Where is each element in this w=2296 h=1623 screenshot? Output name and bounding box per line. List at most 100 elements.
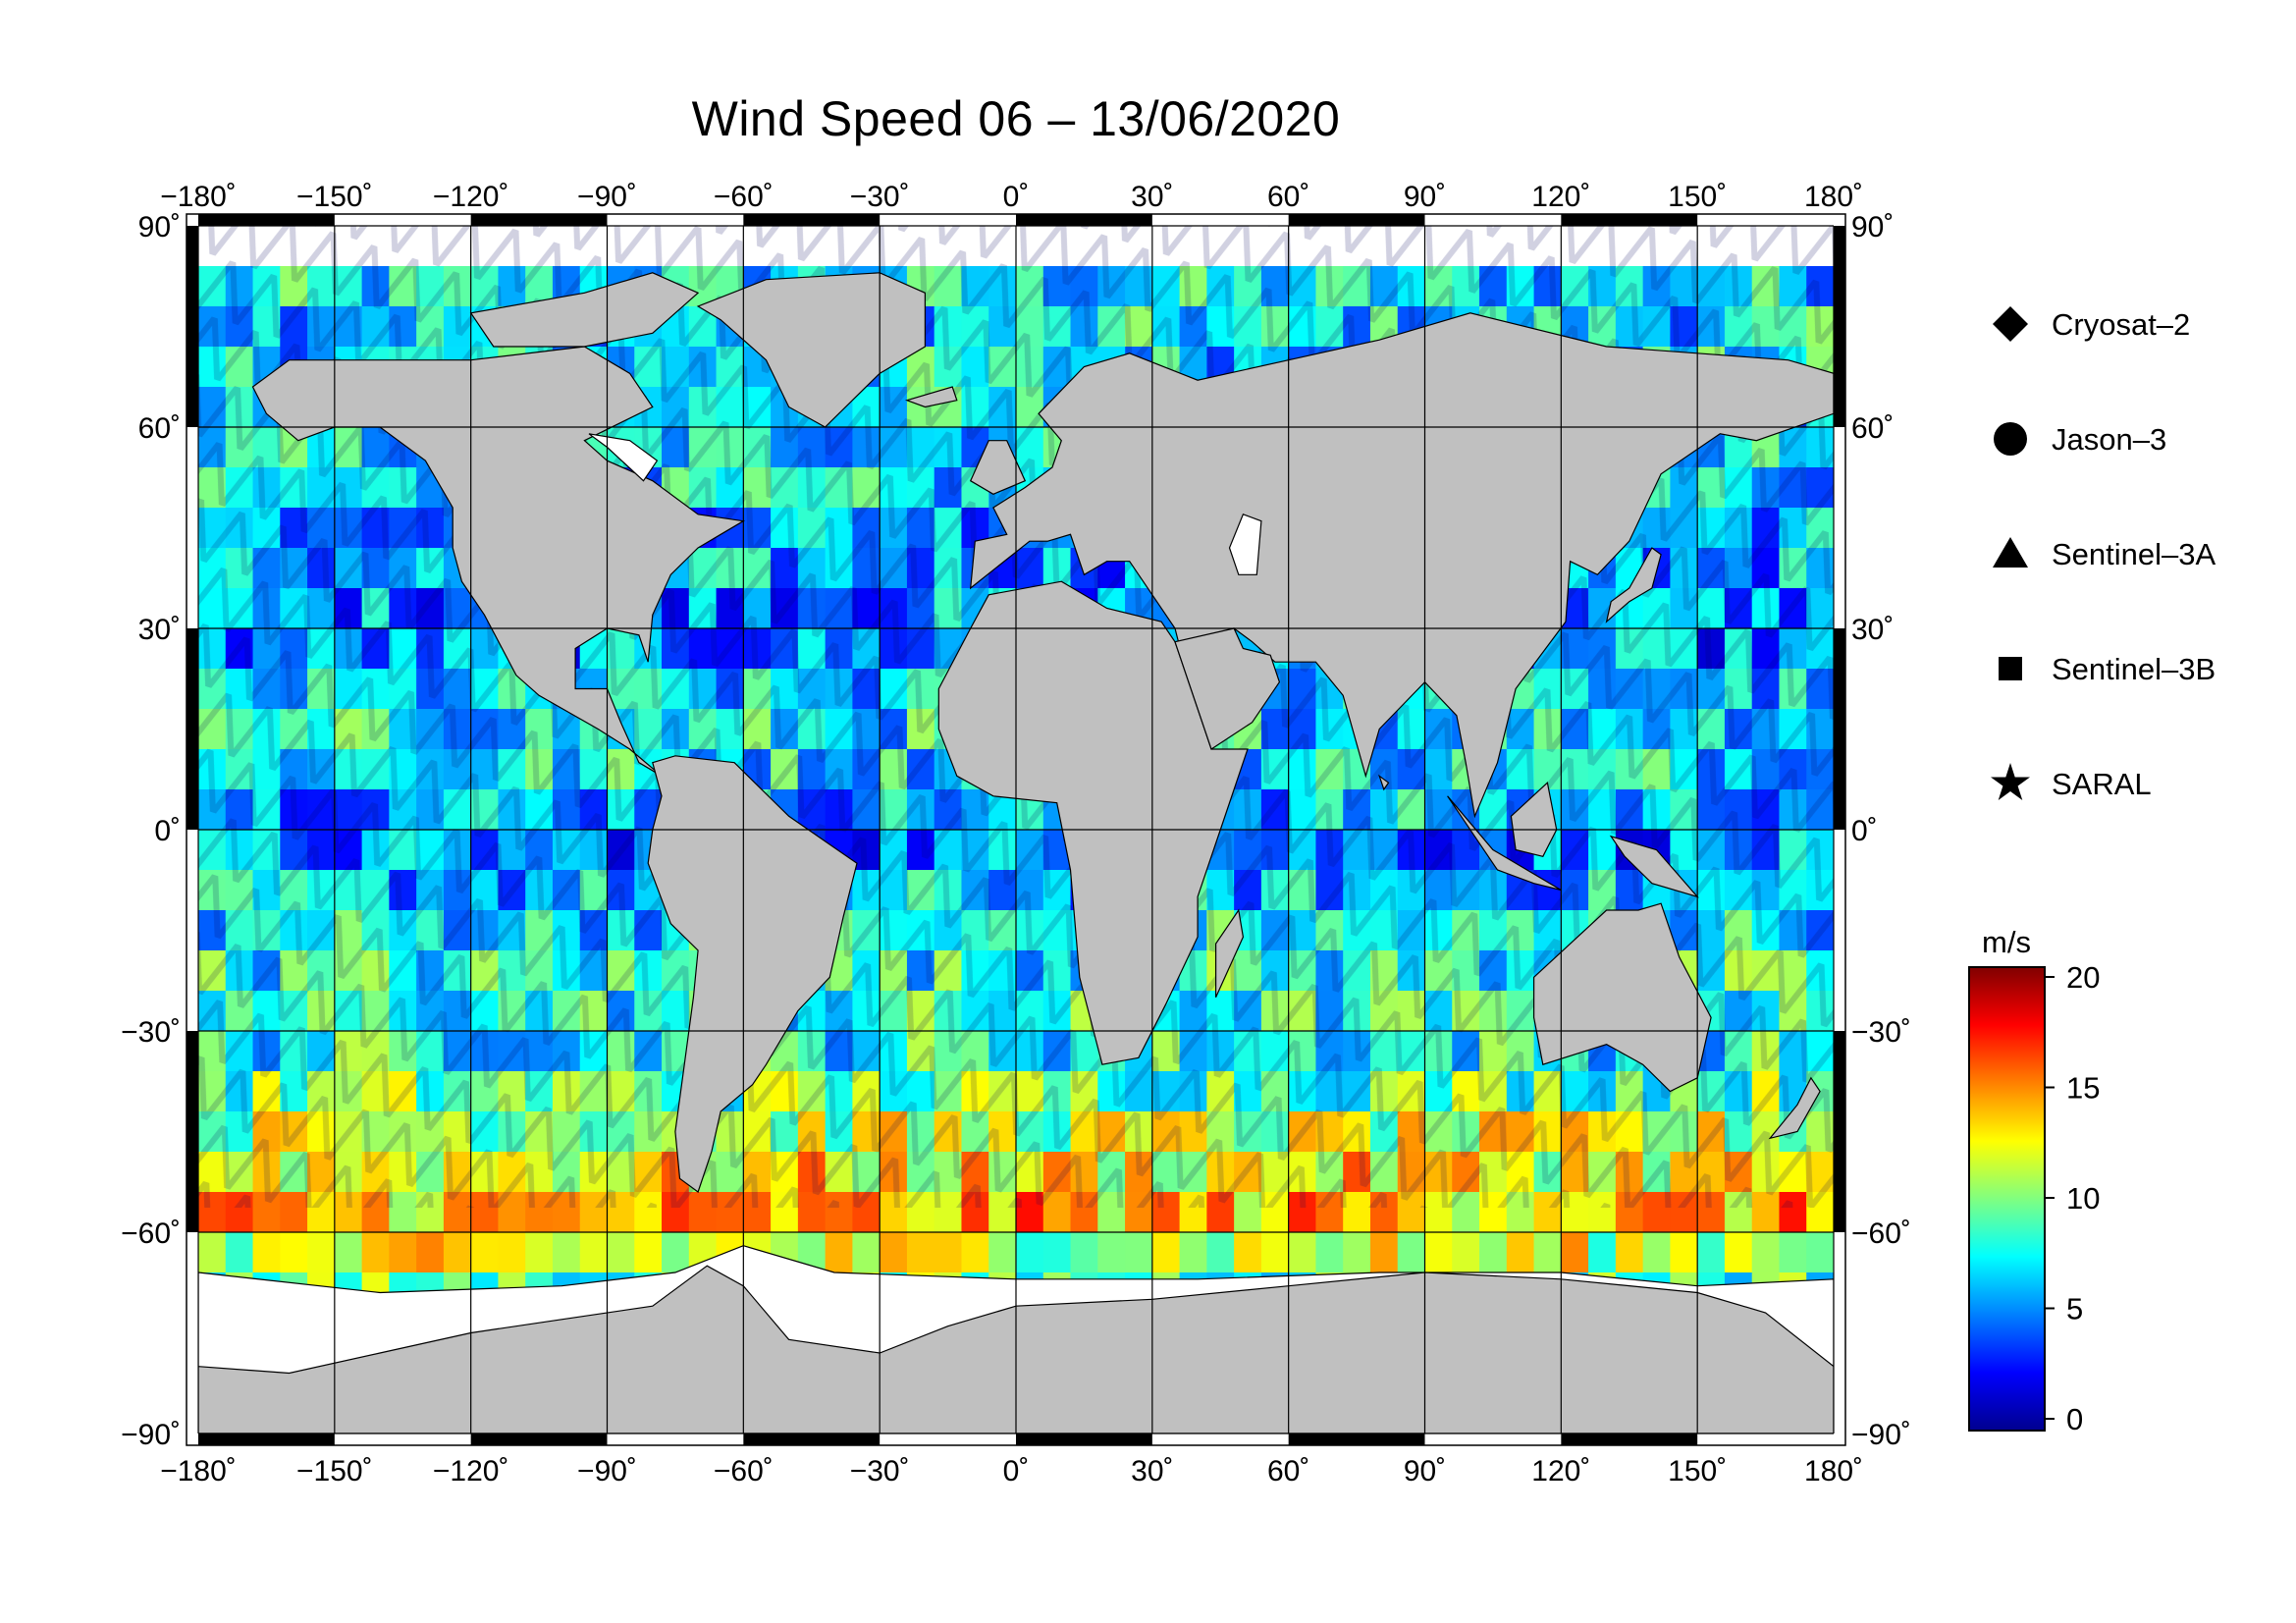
lon-tick-label-top: 60˚	[1267, 181, 1309, 213]
indonesia	[1447, 795, 1562, 892]
lat-tick-label-right: 90˚	[1851, 211, 1894, 243]
legend-label: Jason–3	[2052, 422, 2166, 457]
legend-label: Cryosat–2	[2052, 307, 2190, 342]
wind-cell	[307, 1232, 336, 1273]
wind-cell	[1697, 1232, 1726, 1273]
wind-cell	[906, 1232, 935, 1273]
lat-tick-label-left: −60˚	[121, 1217, 181, 1250]
map-frame	[186, 213, 1846, 1446]
wind-cell	[252, 1232, 282, 1273]
wind-cell	[1533, 1232, 1563, 1273]
legend-label: Sentinel–3B	[2052, 652, 2216, 686]
colorbar-tick-label: 5	[2066, 1292, 2083, 1326]
wind-cell	[1288, 1232, 1317, 1273]
diamond-marker-icon	[1993, 306, 2028, 342]
lat-tick-label-left: 60˚	[138, 412, 181, 445]
colorbar-tick-label: 0	[2066, 1402, 2083, 1436]
lon-tick-label-bottom: 60˚	[1267, 1455, 1309, 1488]
borneo	[1510, 782, 1558, 857]
wind-cell	[1779, 1232, 1808, 1273]
wind-cell	[280, 1232, 309, 1273]
frame-bar-bottom	[1288, 1434, 1425, 1445]
wind-cell	[634, 1232, 664, 1273]
lon-tick-label-top: −120˚	[433, 181, 509, 213]
lon-tick-label-top: 180˚	[1804, 181, 1863, 213]
lon-tick-label-bottom: −120˚	[433, 1455, 509, 1488]
wind-cell	[1424, 1232, 1454, 1273]
lat-tick-label-left: −30˚	[121, 1016, 181, 1049]
wind-cell	[1369, 1232, 1399, 1273]
wind-cell	[198, 1232, 227, 1273]
wind-cell	[1070, 1232, 1099, 1273]
star-marker-icon	[1991, 763, 2030, 800]
axis-ticks: −180˚ −180˚ −150˚ −150˚ −120˚ −120˚ −90˚ −90˚ −6…	[121, 181, 1911, 1488]
eurasia	[969, 312, 1834, 819]
map-title: Wind Speed 06 – 13/06/2020	[691, 91, 1341, 146]
triangle-marker-icon	[1993, 537, 2028, 568]
colorbar-tick-label: 10	[2066, 1181, 2100, 1216]
wind-cell	[443, 1232, 472, 1273]
lat-tick-label-right: −90˚	[1851, 1419, 1911, 1451]
wind-cell	[1042, 1232, 1072, 1273]
frame-bar-left	[187, 226, 198, 427]
wind-cell	[825, 1232, 854, 1273]
lon-tick-label-top: 0˚	[1003, 181, 1030, 213]
wind-cell	[361, 1232, 391, 1273]
wind-cell	[1479, 1232, 1508, 1273]
wind-cell	[1234, 1232, 1262, 1273]
frame-bar-right	[1834, 628, 1845, 830]
wind-cell	[1670, 1232, 1699, 1273]
frame-bar-right	[1834, 1031, 1845, 1232]
south-america	[647, 755, 858, 1193]
colorbar-unit: m/s	[1982, 925, 2031, 959]
lon-tick-label-top: 30˚	[1131, 181, 1173, 213]
wind-cell	[1179, 1232, 1208, 1273]
colorbar-tick-label: 15	[2066, 1071, 2100, 1106]
wind-cell	[552, 1232, 581, 1273]
frame-bar-top	[470, 214, 608, 226]
japan	[1605, 547, 1662, 623]
lon-tick-label-bottom: 30˚	[1131, 1455, 1173, 1488]
legend-label: Sentinel–3A	[2052, 537, 2216, 571]
wind-cell	[1397, 1232, 1426, 1273]
lon-tick-label-top: −150˚	[296, 181, 373, 213]
wind-cell	[498, 1232, 527, 1273]
lon-tick-label-bottom: 0˚	[1003, 1455, 1030, 1488]
wind-cell	[880, 1232, 908, 1273]
lon-tick-label-bottom: −30˚	[850, 1455, 910, 1488]
wind-cell	[416, 1232, 445, 1273]
madagascar	[1215, 908, 1245, 999]
frame-bar-top	[743, 214, 881, 226]
hudson-bay	[588, 433, 659, 482]
lat-tick-label-right: 30˚	[1851, 614, 1894, 646]
lon-tick-label-top: −90˚	[577, 181, 637, 213]
wind-cell	[934, 1232, 963, 1273]
lon-tick-label-bottom: −180˚	[160, 1455, 237, 1488]
lon-tick-label-top: 90˚	[1404, 181, 1446, 213]
wind-cell	[579, 1232, 609, 1273]
frame-bar-left	[187, 628, 198, 830]
arctic-archipelago	[469, 272, 700, 348]
sri-lanka	[1378, 774, 1390, 791]
lon-tick-label-bottom: −60˚	[714, 1455, 774, 1488]
wind-cell	[1642, 1232, 1672, 1273]
wind-cell	[852, 1232, 881, 1273]
wind-cell	[389, 1232, 418, 1273]
wind-cell	[225, 1232, 254, 1273]
colorbar: m/s 20 15 10 5 0	[1968, 925, 2100, 1436]
lat-tick-label-right: −30˚	[1851, 1016, 1911, 1049]
frame-bar-left	[187, 1031, 198, 1232]
lon-tick-label-bottom: 180˚	[1804, 1455, 1863, 1488]
frame-bar-top	[198, 214, 335, 226]
wind-cell	[1097, 1232, 1127, 1273]
australia	[1533, 902, 1712, 1093]
iceland	[904, 386, 958, 408]
lon-tick-label-top: −30˚	[850, 181, 910, 213]
frame-bar-bottom	[1016, 1434, 1152, 1445]
wind-cell	[961, 1232, 990, 1273]
wind-cell	[334, 1232, 363, 1273]
wind-cell	[1315, 1232, 1345, 1273]
satellite-legend: Cryosat–2 Jason–3 Sentinel–3A Sentinel–3B SA…	[1991, 306, 2216, 801]
wind-cell	[988, 1232, 1017, 1273]
